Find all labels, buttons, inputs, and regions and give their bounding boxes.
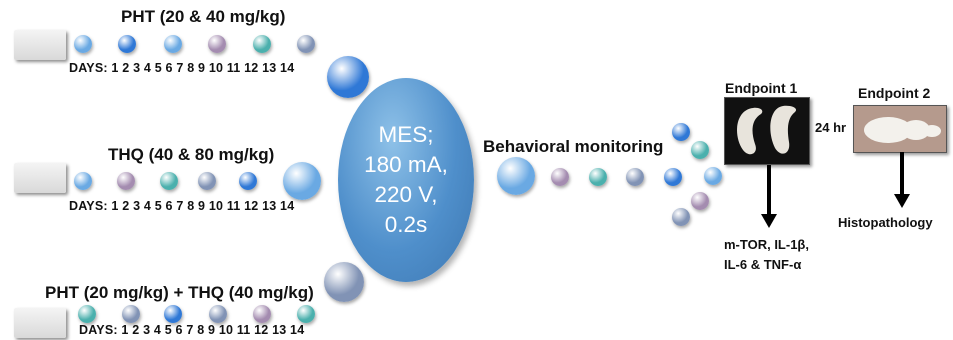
- timeline-dot: [664, 168, 682, 186]
- group-3-days: DAYS: 1 2 3 4 5 6 7 8 9 10 11 12 13 14: [79, 323, 305, 337]
- timeline-dot: [239, 172, 257, 190]
- timeline-dot: [160, 172, 178, 190]
- timeline-dot: [551, 168, 569, 186]
- timeline-dot: [164, 305, 182, 323]
- timeline-dot: [297, 305, 315, 323]
- timeline-dot: [122, 305, 140, 323]
- endpoint-2-title: Endpoint 2: [858, 85, 931, 101]
- timeline-dot: [283, 162, 321, 200]
- interval-label: 24 hr: [815, 120, 847, 135]
- timeline-dot: [297, 35, 315, 53]
- mes-stimulus-ellipse: MES; 180 mA, 220 V, 0.2s: [338, 78, 474, 282]
- endpoint-1-arrow-icon: [761, 214, 777, 228]
- timeline-dot: [118, 35, 136, 53]
- timeline-dot: [74, 172, 92, 190]
- brain-icon: [864, 117, 941, 143]
- group-2-title: THQ (40 & 80 mg/kg): [108, 145, 275, 164]
- group-3-title: PHT (20 mg/kg) + THQ (40 mg/kg): [45, 283, 314, 302]
- endpoint-2-brain-image: [853, 105, 947, 153]
- timeline-dot: [589, 168, 607, 186]
- rat-image-group-3: [14, 308, 66, 338]
- timeline-dot: [253, 35, 271, 53]
- timeline-dot: [704, 167, 722, 185]
- timeline-dot: [324, 262, 364, 302]
- timeline-dot: [691, 192, 709, 210]
- timeline-dot: [208, 35, 226, 53]
- timeline-dot: [626, 168, 644, 186]
- timeline-dot: [672, 208, 690, 226]
- timeline-dot: [117, 172, 135, 190]
- timeline-dot: [78, 305, 96, 323]
- endpoint-1-hippocampus-image: [724, 97, 810, 165]
- timeline-dot: [164, 35, 182, 53]
- timeline-dot: [253, 305, 271, 323]
- group-1-days: DAYS: 1 2 3 4 5 6 7 8 9 10 11 12 13 14: [69, 61, 295, 75]
- endpoint-2-analysis: Histopathology: [838, 215, 933, 230]
- endpoint-2-arrow-icon: [894, 194, 910, 208]
- rat-image-group-2: [14, 163, 66, 193]
- behavioral-monitoring-label: Behavioral monitoring: [483, 137, 664, 156]
- group-2-days: DAYS: 1 2 3 4 5 6 7 8 9 10 11 12 13 14: [69, 199, 295, 213]
- timeline-dot: [497, 157, 535, 195]
- rat-image-group-1: [14, 30, 66, 60]
- group-1-title: PHT (20 & 40 mg/kg): [121, 7, 286, 26]
- timeline-dot: [327, 56, 369, 98]
- timeline-dot: [209, 305, 227, 323]
- hippocampus-icon: [737, 105, 797, 155]
- timeline-dot: [691, 141, 709, 159]
- timeline-dot: [672, 123, 690, 141]
- endpoint-1-title: Endpoint 1: [725, 80, 798, 96]
- timeline-dot: [74, 35, 92, 53]
- timeline-dot: [198, 172, 216, 190]
- endpoint-1-markers: m-TOR, IL-1β, IL-6 & TNF-α: [724, 237, 809, 272]
